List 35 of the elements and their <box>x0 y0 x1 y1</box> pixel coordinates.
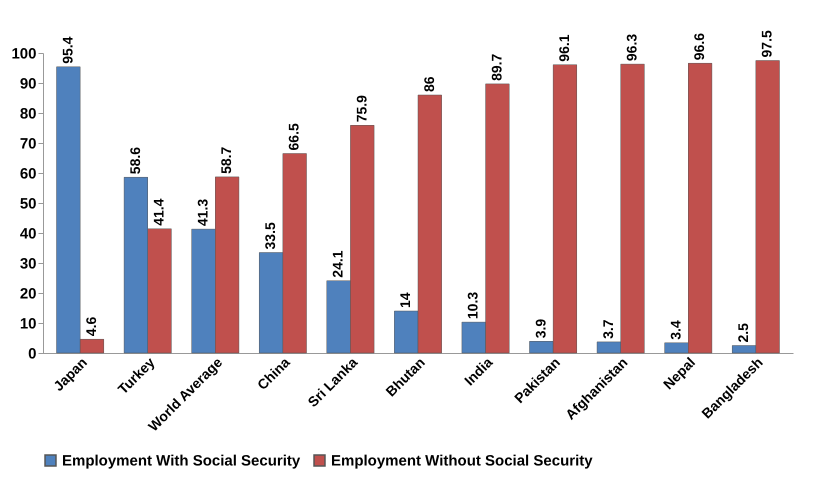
data-label: 96.1 <box>556 34 572 62</box>
data-label: 66.5 <box>286 123 302 150</box>
data-label: 96.3 <box>624 34 640 62</box>
y-tick-label: 70 <box>20 136 36 152</box>
y-tick-label: 60 <box>20 166 36 182</box>
data-label: 58.6 <box>126 146 143 174</box>
y-tick-label: 50 <box>20 196 36 212</box>
data-label: 97.5 <box>758 30 775 58</box>
data-label: 33.5 <box>262 222 278 250</box>
y-tick-label: 100 <box>11 46 36 62</box>
data-label: 75.9 <box>353 94 370 122</box>
data-label: 14 <box>397 292 414 308</box>
y-tick-label: 30 <box>20 256 36 272</box>
y-tick-label: 20 <box>20 286 36 302</box>
data-label: 3.4 <box>667 320 684 340</box>
legend-label: Employment With Social Security <box>62 452 301 470</box>
y-tick-label: 10 <box>20 316 36 332</box>
data-label: 3.7 <box>600 319 616 339</box>
data-label: 96.6 <box>691 32 708 60</box>
y-tick-label: 40 <box>20 226 36 242</box>
data-label: 41.4 <box>150 198 167 226</box>
data-label: 86 <box>420 76 437 92</box>
data-label: 2.5 <box>735 322 752 342</box>
data-label: 41.3 <box>194 198 210 226</box>
data-label: 58.7 <box>218 146 234 174</box>
y-tick-label: 90 <box>20 76 36 92</box>
data-label: 24.1 <box>330 250 346 278</box>
y-tick-label: 80 <box>20 106 36 122</box>
data-label: 3.9 <box>532 318 548 338</box>
data-label: 4.6 <box>82 316 99 336</box>
data-label: 89.7 <box>488 53 504 81</box>
data-label: 95.4 <box>59 36 76 64</box>
data-label: 10.3 <box>464 292 481 320</box>
y-tick-label: 0 <box>28 346 36 362</box>
legend-label: Employment Without Social Security <box>331 452 594 470</box>
